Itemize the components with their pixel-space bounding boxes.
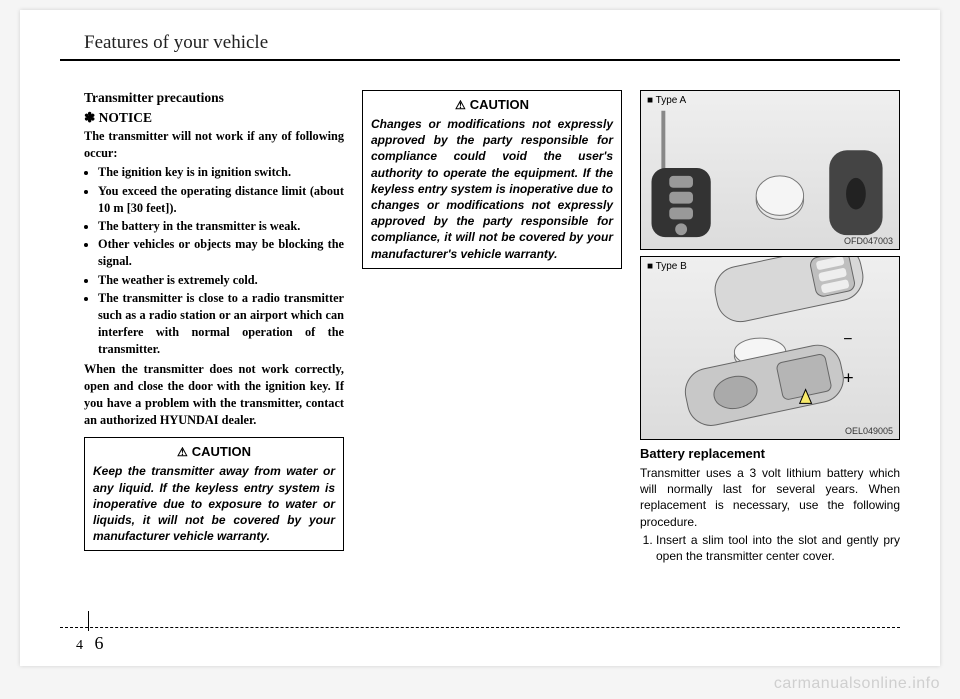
notice-item: You exceed the operating distance limit … — [98, 183, 344, 217]
notice-list: The ignition key is in ignition switch. … — [84, 164, 344, 358]
figure-label: ■ Type A — [647, 95, 686, 106]
notice-item: The transmitter is close to a radio tran… — [98, 290, 344, 359]
notice-item: Other vehicles or objects may be blockin… — [98, 236, 344, 270]
page: Features of your vehicle Transmitter pre… — [20, 10, 940, 666]
notice-item: The weather is extremely cold. — [98, 272, 344, 289]
warning-icon: ⚠ — [177, 445, 188, 459]
column-1: Transmitter precautions ✽ NOTICE The tra… — [84, 90, 344, 606]
columns: Transmitter precautions ✽ NOTICE The tra… — [84, 90, 900, 606]
page-number: 4 6 — [76, 633, 104, 654]
watermark: carmanualsonline.info — [774, 675, 940, 693]
notice-heading: ✽ NOTICE — [84, 110, 344, 126]
battery-replacement-heading: Battery replacement — [640, 446, 900, 461]
figure-a-svg — [641, 91, 899, 249]
figure-type-a: ■ Type A OFD047003 — [640, 90, 900, 250]
header: Features of your vehicle — [84, 32, 900, 62]
warning-icon: ⚠ — [455, 98, 466, 112]
notice-item: The ignition key is in ignition switch. — [98, 164, 344, 181]
column-3: ■ Type A OFD047003 — [640, 90, 900, 606]
notice-body: The transmitter will not work if any of … — [84, 128, 344, 429]
caution-box-compliance: ⚠CAUTION Changes or modifications not ex… — [362, 90, 622, 269]
caution-box-water: ⚠CAUTION Keep the transmitter away from … — [84, 437, 344, 551]
svg-text:−: − — [843, 331, 852, 348]
column-2: ⚠CAUTION Changes or modifications not ex… — [362, 90, 622, 606]
section-number: 4 — [76, 638, 83, 653]
notice-item: The battery in the transmitter is weak. — [98, 218, 344, 235]
figure-code: OEL049005 — [845, 426, 893, 436]
caution-body: Keep the transmitter away from water or … — [93, 463, 335, 544]
notice-intro: The transmitter will not work if any of … — [84, 128, 344, 162]
notice-tail: When the transmitter does not work corre… — [84, 361, 344, 430]
header-rule — [60, 59, 900, 61]
page-number-bar — [88, 611, 89, 631]
figure-label: ■ Type B — [647, 261, 687, 272]
svg-text:+: + — [843, 368, 853, 388]
caution-body: Changes or modifications not expressly a… — [371, 116, 613, 262]
transmitter-precautions-heading: Transmitter precautions — [84, 90, 344, 106]
battery-replacement-body: Transmitter uses a 3 volt lithium batter… — [640, 465, 900, 564]
page-number-value: 6 — [95, 633, 104, 653]
caution-heading: ⚠CAUTION — [93, 444, 335, 459]
procedure-list: Insert a slim tool into the slot and gen… — [640, 532, 900, 564]
figure-b-svg: − + — [641, 257, 899, 439]
figure-type-b: ■ Type B − + — [640, 256, 900, 440]
figure-code: OFD047003 — [844, 236, 893, 246]
caution-heading: ⚠CAUTION — [371, 97, 613, 112]
header-title: Features of your vehicle — [84, 32, 268, 53]
procedure-step: Insert a slim tool into the slot and gen… — [656, 532, 900, 564]
footer-rule — [60, 627, 900, 628]
body-paragraph: Transmitter uses a 3 volt lithium batter… — [640, 465, 900, 530]
